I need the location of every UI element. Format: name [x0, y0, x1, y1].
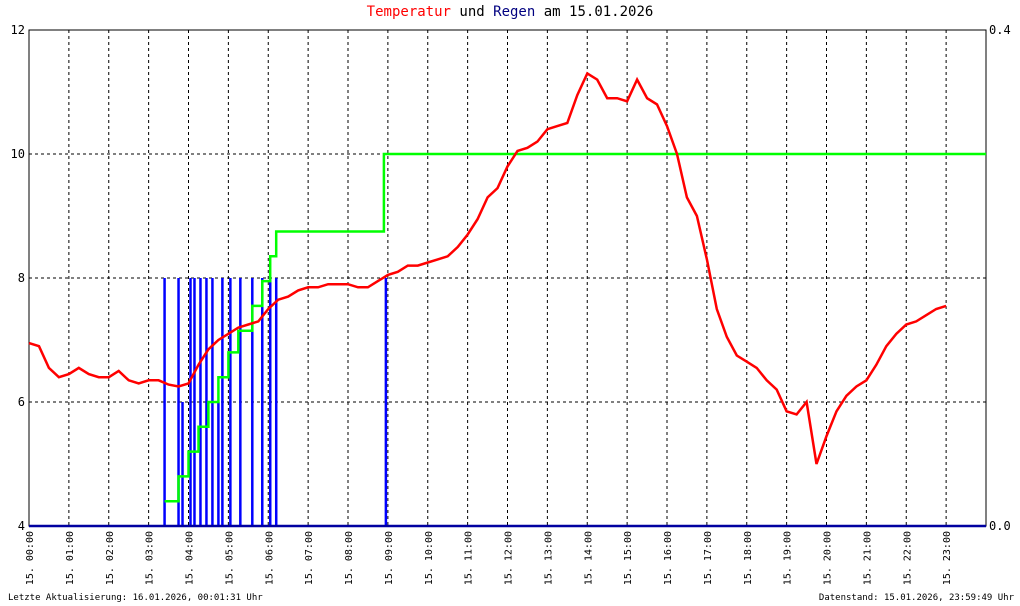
- x-tick-label: 15. 18:00: [743, 531, 754, 585]
- title-regen-word: Regen: [493, 4, 536, 20]
- x-tick-label: 15. 17:00: [703, 531, 714, 585]
- x-tick-label: 15. 07:00: [304, 531, 315, 585]
- y-tick-label: 4: [18, 519, 25, 533]
- x-axis-labels: 15. 00:00 15. 01:00 15. 02:00 15. 03:00 15. …: [25, 531, 953, 585]
- y-right-tick-label: 0.0: [989, 519, 1011, 533]
- x-tick-label: 15. 08:00: [344, 531, 355, 585]
- title-und-word: und: [459, 4, 485, 20]
- temperature-line: [28, 71, 947, 465]
- x-tick-label: 15. 02:00: [105, 531, 116, 585]
- y-tick-label: 12: [11, 23, 25, 37]
- x-tick-label: 15. 09:00: [384, 531, 395, 585]
- x-tick-label: 15. 05:00: [224, 531, 235, 585]
- x-tick-label: 15. 22:00: [902, 531, 913, 585]
- grid: [29, 30, 986, 526]
- footer-last-update-label: Letzte Aktualisierung:: [8, 593, 128, 603]
- chart-title: Temperatur und Regen am 15.01.2026: [0, 4, 1020, 20]
- x-tick-label: 15. 11:00: [464, 531, 475, 585]
- x-tick-label: 15. 06:00: [264, 531, 275, 585]
- x-tick-label: 15. 20:00: [823, 531, 834, 585]
- y-tick-label: 10: [11, 147, 25, 161]
- x-tick-label: 15. 00:00: [25, 531, 36, 585]
- y-axis-right-labels: 0.0 0.4: [989, 23, 1011, 533]
- footer-data-state-label: Datenstand:: [818, 593, 879, 603]
- x-tick-label: 15. 21:00: [862, 531, 873, 585]
- footer-last-update-value: 16.01.2026, 00:01:31 Uhr: [132, 593, 263, 603]
- footer-last-update: Letzte Aktualisierung: 16.01.2026, 00:01…: [8, 593, 263, 603]
- title-am-word: am: [543, 4, 561, 20]
- y-tick-label: 8: [18, 271, 25, 285]
- x-tick-label: 15. 16:00: [663, 531, 674, 585]
- y-right-tick-label: 0.4: [989, 23, 1011, 37]
- footer-data-state: Datenstand: 15.01.2026, 23:59:49 Uhr: [819, 593, 1014, 603]
- footer-data-state-value: 15.01.2026, 23:59:49 Uhr: [883, 593, 1014, 603]
- x-tick-label: 15. 10:00: [424, 531, 435, 585]
- x-tick-label: 15. 15:00: [623, 531, 634, 585]
- x-tick-label: 15. 01:00: [65, 531, 76, 585]
- x-tick-label: 15. 13:00: [543, 531, 554, 585]
- title-date: 15.01.2026: [569, 4, 654, 20]
- rain-cumulative-line: [164, 152, 986, 503]
- x-tick-label: 15. 04:00: [185, 531, 196, 585]
- x-tick-label: 15. 03:00: [145, 531, 156, 585]
- title-temperature-word: Temperatur: [366, 4, 451, 20]
- x-tick-label: 15. 23:00: [942, 531, 953, 585]
- x-tick-label: 15. 19:00: [783, 531, 794, 585]
- y-axis-left-labels: 4 6 8 10 12: [11, 23, 25, 533]
- x-tick-label: 15. 14:00: [583, 531, 594, 585]
- y-tick-label: 6: [18, 395, 25, 409]
- x-tick-label: 15. 12:00: [504, 531, 515, 585]
